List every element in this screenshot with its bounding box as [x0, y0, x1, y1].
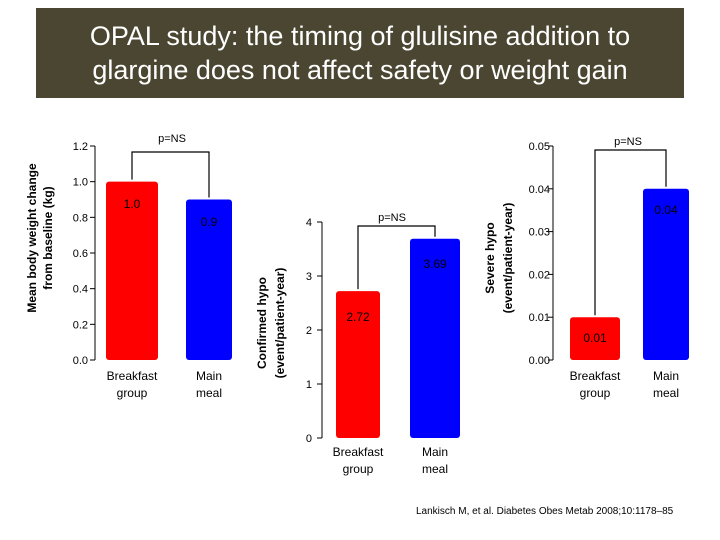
- chart3-significance-bracket: [594, 149, 667, 316]
- chart2-category-label: Breakfast: [333, 445, 384, 459]
- chart1-y-tick-label: 0.2: [73, 319, 88, 331]
- chart2-data-label: 2.72: [346, 310, 370, 324]
- chart3-bar-breakfast: [570, 317, 620, 360]
- chart3-y-tick-label: 0.03: [529, 227, 550, 239]
- chart3-category-label: Main: [653, 369, 679, 383]
- chart2-category-label: meal: [422, 462, 448, 476]
- chart2-p-value-label: p=NS: [378, 212, 406, 224]
- chart3-y-axis-label: (event/patient-year): [501, 203, 515, 314]
- chart1-category-label: group: [117, 386, 148, 400]
- chart3-bar-main-meal: [643, 188, 689, 360]
- chart3-y-tick-label: 0.02: [529, 269, 550, 281]
- chart1-category-label: meal: [196, 386, 222, 400]
- chart2-y-tick-label: 3: [306, 271, 312, 283]
- chart3-y-tick-label: 0.05: [529, 141, 550, 153]
- chart3-y-tick-label: 0.00: [529, 355, 550, 367]
- chart2-y-axis-label: (event/patient-year): [273, 268, 287, 379]
- slide-title: OPAL study: the timing of glulisine addi…: [89, 21, 631, 85]
- chart1-bar-breakfast: [106, 181, 158, 360]
- chart2-category-label: group: [343, 462, 374, 476]
- chart2-y-tick-label: 0: [306, 433, 312, 445]
- chart3-y-tick-label: 0.01: [529, 312, 550, 324]
- chart1-bar-main-meal: [186, 199, 232, 360]
- chart3-data-label: 0.01: [583, 331, 607, 345]
- chart3-y-tick-label: 0.04: [529, 184, 550, 196]
- chart3-p-value-label: p=NS: [614, 136, 642, 148]
- chart2-y-tick-label: 4: [306, 217, 312, 229]
- chart1-y-axis-label: from baseline (kg): [41, 186, 55, 289]
- chart2-category-label: Main: [422, 445, 448, 459]
- chart3-y-axis-label: Severe hypo: [483, 222, 497, 293]
- chart2-data-label: 3.69: [423, 257, 447, 271]
- chart1-category-label: Breakfast: [107, 369, 158, 383]
- chart1-y-tick-label: 0.0: [73, 355, 88, 367]
- chart2-y-axis-label: Confirmed hypo: [255, 277, 269, 369]
- chart1-y-axis-label: Mean body weight change: [25, 163, 39, 313]
- chart1-y-tick-label: 0.6: [73, 248, 88, 260]
- chart1-p-value-label: p=NS: [158, 133, 186, 145]
- chart1-data-label: 0.9: [201, 215, 218, 229]
- chart1-significance-bracket: [131, 151, 210, 198]
- chart1-category-label: Main: [196, 369, 222, 383]
- chart1-data-label: 1.0: [124, 197, 141, 211]
- chart2-y-tick-label: 1: [306, 379, 312, 391]
- citation: Lankisch M, et al. Diabetes Obes Metab 2…: [416, 506, 674, 517]
- chart3-category-label: meal: [653, 386, 679, 400]
- chart2-y-tick-label: 2: [306, 325, 312, 337]
- chart1-y-tick-label: 0.8: [73, 212, 88, 224]
- chart3-category-label: group: [580, 386, 611, 400]
- title-banner: OPAL study: the timing of glulisine addi…: [36, 8, 684, 98]
- chart1-y-tick-label: 0.4: [73, 284, 88, 296]
- chart1-y-tick-label: 1.2: [73, 141, 88, 153]
- chart2-significance-bracket: [357, 225, 436, 290]
- chart2-bar-breakfast: [336, 291, 380, 438]
- chart2-bar-main-meal: [410, 238, 460, 438]
- chart3-category-label: Breakfast: [570, 369, 621, 383]
- chart1-y-tick-label: 1.0: [73, 177, 88, 189]
- chart3-data-label: 0.04: [654, 203, 678, 217]
